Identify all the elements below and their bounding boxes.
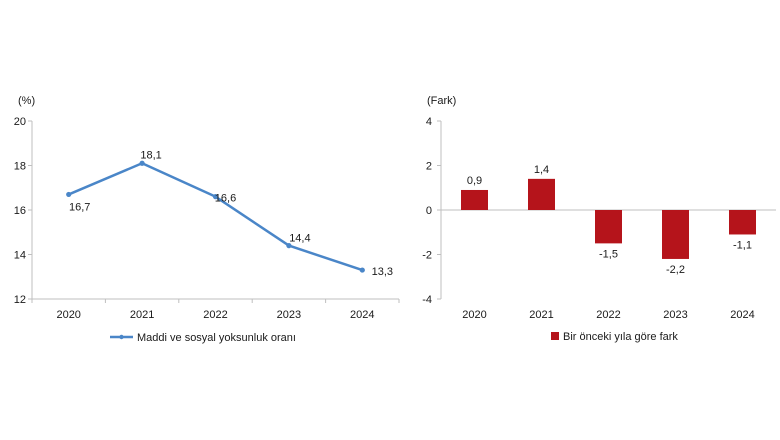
bar-y-tick-label: -4 (422, 294, 432, 306)
bar-y-tick-label: 2 (426, 161, 432, 173)
line-legend-marker (119, 334, 124, 340)
bar-x-tick-label: 2023 (663, 309, 687, 321)
bar-x-tick-label: 2022 (596, 309, 620, 321)
line-data-point (66, 191, 72, 198)
line-series-path (68, 162, 363, 272)
line-y-tick-label: 12 (14, 294, 26, 306)
line-series-points (66, 160, 365, 273)
line-y-tick-label: 14 (14, 250, 26, 262)
line-data-label: 18,1 (140, 149, 161, 161)
bar-data-labels: 0,9 1,4 -1,5 -2,2 -1,1 (467, 164, 752, 276)
bar-y-tick-labels: -4 -2 0 2 4 (422, 116, 432, 306)
line-data-point (359, 267, 365, 273)
bar-data-label: 1,4 (534, 164, 549, 176)
bar-axis-ticks (437, 120, 441, 300)
bar-y-tick-label: -2 (422, 250, 432, 262)
line-y-tick-label: 20 (14, 116, 26, 128)
line-data-point (139, 160, 145, 166)
bar (528, 178, 555, 210)
line-x-tick-label: 2024 (350, 309, 374, 321)
line-data-labels: 16,7 18,1 16,6 14,4 13,3 (69, 149, 393, 278)
bar-y-unit-label: (Fark) (427, 95, 456, 107)
bar-data-label: -1,5 (599, 248, 618, 260)
bar-data-label: 0,9 (467, 175, 482, 187)
line-chart: (%) 12 14 16 18 20 2020 2021 2022 2023 2024 16,7… (14, 95, 400, 344)
line-data-point (212, 194, 219, 200)
bar-legend-swatch (551, 332, 559, 340)
bar-series-bars (461, 178, 756, 259)
bar (595, 210, 622, 244)
line-legend-label: Maddi ve sosyal yoksunluk oranı (137, 332, 296, 344)
line-x-tick-label: 2022 (203, 309, 227, 321)
bar-chart: (Fark) -4-2024 0,91,4-1,5-2,2-1,1 2020 20… (422, 95, 776, 343)
bar-data-label: -2,2 (666, 264, 685, 276)
line-y-unit-label: (%) (18, 95, 35, 107)
line-data-point (286, 243, 292, 249)
line-x-tick-labels: 2020 2021 2022 2023 2024 (56, 309, 374, 321)
bar (461, 189, 488, 210)
bar (729, 210, 756, 235)
line-x-tick-label: 2020 (56, 309, 80, 321)
bar-y-tick-label: 4 (426, 116, 432, 128)
bar (662, 210, 689, 259)
bar-data-label: -1,1 (733, 239, 752, 251)
bar-x-tick-label: 2024 (730, 309, 754, 321)
bar-legend: Bir önceki yıla göre fark (551, 331, 678, 343)
bar-x-tick-label: 2020 (462, 309, 486, 321)
line-data-label: 16,6 (215, 193, 236, 205)
line-data-label: 13,3 (372, 266, 393, 278)
bar-x-tick-label: 2021 (529, 309, 553, 321)
bar-legend-label: Bir önceki yıla göre fark (563, 331, 678, 343)
line-y-tick-labels: 12 14 16 18 20 (14, 116, 26, 306)
line-data-label: 16,7 (69, 201, 90, 213)
line-y-tick-label: 18 (14, 161, 26, 173)
bar-x-tick-labels: 2020 2021 2022 2023 2024 (462, 309, 754, 321)
line-data-label: 14,4 (289, 233, 310, 245)
line-x-tick-label: 2023 (277, 309, 301, 321)
bar-y-tick-label: 0 (426, 205, 432, 217)
line-x-tick-label: 2021 (130, 309, 154, 321)
line-y-tick-label: 16 (14, 205, 26, 217)
line-axis-ticks (28, 120, 400, 303)
line-legend: Maddi ve sosyal yoksunluk oranı (110, 332, 296, 344)
